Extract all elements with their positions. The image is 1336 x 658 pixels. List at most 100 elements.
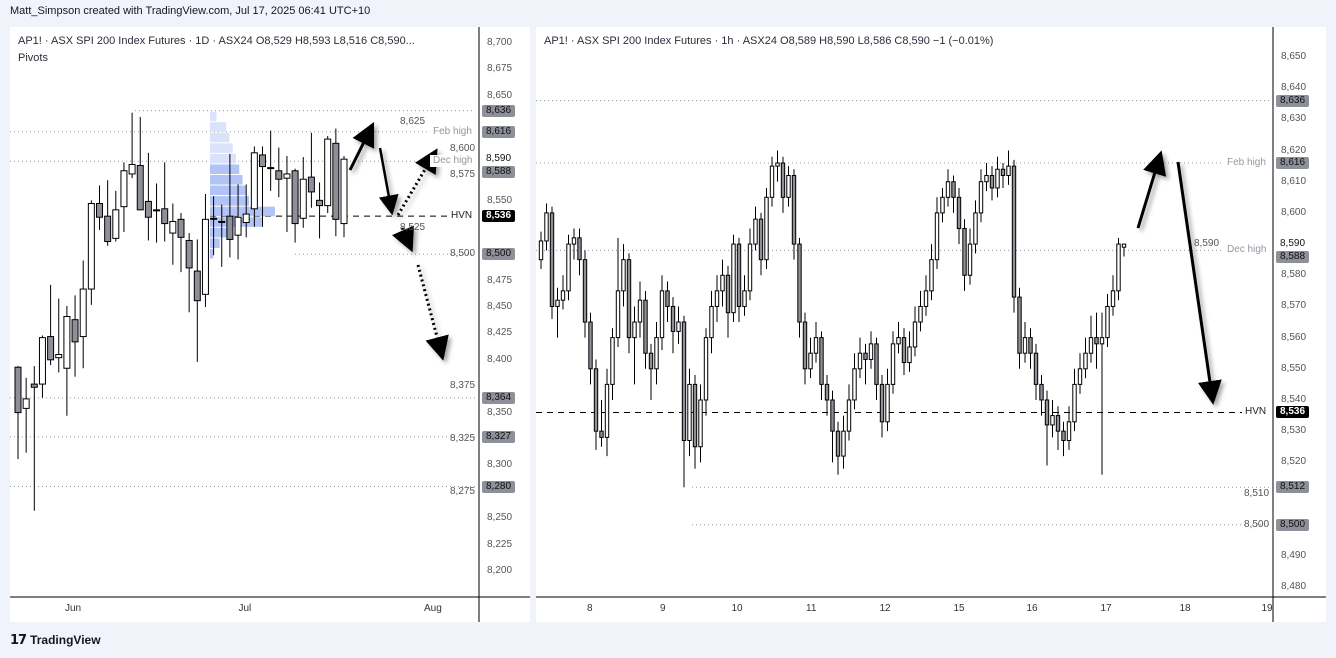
candle <box>307 132 315 208</box>
price-axis-tick: 8,425 <box>487 327 513 339</box>
candle <box>324 135 332 214</box>
candle-body <box>863 352 868 360</box>
candle-body <box>1066 421 1072 442</box>
hourly-symbol-info: AP1! · ASX SPI 200 Index Futures · 1h · … <box>544 35 994 47</box>
candle-body <box>30 383 38 388</box>
candle-body <box>945 181 951 198</box>
candle-body <box>22 398 30 409</box>
candle-body <box>593 368 599 432</box>
candle <box>226 153 234 258</box>
candle <box>604 368 610 457</box>
candle-body <box>599 430 604 438</box>
price-axis-tick: 8,350 <box>487 406 513 418</box>
price-level-label: Feb high <box>1224 157 1269 169</box>
candle <box>1011 159 1017 313</box>
candle <box>201 194 209 307</box>
candle <box>703 328 709 416</box>
drawn-arrow-down-hourly <box>1176 161 1222 405</box>
candle-body <box>1116 243 1121 292</box>
candle <box>582 250 588 338</box>
candle-body <box>1050 415 1055 426</box>
candle-body <box>1000 168 1006 176</box>
candle <box>210 196 218 256</box>
candle <box>742 275 747 316</box>
price-axis-tick: 8,610 <box>1281 175 1307 187</box>
candle <box>923 275 929 316</box>
price-axis-tick: 8,530 <box>1281 425 1307 437</box>
candle-body <box>283 173 291 179</box>
candle-body <box>1099 337 1105 345</box>
candle-body <box>698 399 703 448</box>
candle-body <box>890 343 896 385</box>
drawn-dotted-arrow-down <box>416 264 449 361</box>
candle <box>626 253 632 354</box>
candle <box>775 150 780 182</box>
candle-body <box>588 321 593 370</box>
price-axis-tick: 8,475 <box>487 274 513 286</box>
candle <box>802 312 808 385</box>
candle <box>791 169 797 260</box>
candle <box>934 197 940 270</box>
candle-body <box>1006 165 1011 176</box>
candle <box>161 162 169 242</box>
candle-body <box>549 212 555 307</box>
candle <box>918 290 923 332</box>
price-axis-tick: 8,520 <box>1281 456 1307 468</box>
candle <box>907 331 912 372</box>
candle <box>648 343 654 400</box>
price-axis-tick: 8,500 <box>1244 518 1270 530</box>
candle-body <box>144 200 152 218</box>
candle <box>1121 243 1127 257</box>
price-axis-tick: 8,540 <box>1281 393 1307 405</box>
candle-body <box>340 158 348 225</box>
drawn-arrow-up-hourly <box>1136 150 1167 229</box>
candle-body <box>193 270 201 302</box>
tradingview-logo-icon: 𝟭𝟳 <box>10 632 27 647</box>
candle <box>250 146 258 227</box>
candle <box>835 421 841 475</box>
candle <box>676 306 681 344</box>
candle-body <box>571 237 577 245</box>
last-price-label: 8,590 <box>482 153 516 166</box>
candle <box>940 187 945 223</box>
candle-body <box>824 383 830 401</box>
footer-brand: TradingView <box>30 633 101 647</box>
candle-body <box>929 259 934 292</box>
price-level-tag: 8,536 <box>1276 406 1310 419</box>
candle-body <box>104 215 112 243</box>
time-axis-tick: Aug <box>424 603 442 614</box>
candle <box>1050 399 1055 438</box>
candle-body <box>879 383 885 423</box>
candle <box>340 155 348 238</box>
price-axis-tick: 8,600 <box>1281 206 1307 218</box>
candle <box>747 228 753 301</box>
price-axis-tick: 8,300 <box>487 459 513 471</box>
candle-body <box>978 181 984 214</box>
candle-body <box>538 240 544 261</box>
price-axis-tick: 8,575 <box>450 169 476 180</box>
candle-body <box>185 239 193 269</box>
candle-body <box>709 305 714 339</box>
candle <box>112 190 120 242</box>
candle-body <box>819 337 824 385</box>
pivots-indicator-label[interactable]: Pivots <box>18 52 48 64</box>
candle-body <box>610 337 615 385</box>
candle-body <box>267 167 275 170</box>
candle-body <box>201 218 209 295</box>
candle-body <box>962 227 967 276</box>
candle <box>868 331 874 369</box>
candle <box>79 260 87 369</box>
candle-body <box>918 305 923 323</box>
time-axis-tick: 10 <box>731 603 743 614</box>
candle <box>824 375 830 416</box>
candle <box>1033 343 1039 400</box>
hourly-chart-panel[interactable]: AP1! · ASX SPI 200 Index Futures · 1h · … <box>536 27 1326 622</box>
volume-profile-bar <box>210 227 230 238</box>
candle-body <box>967 243 973 276</box>
time-axis-tick: 18 <box>1179 603 1191 614</box>
volume-profile-bar <box>210 111 217 122</box>
candle <box>169 203 177 265</box>
candle-body <box>846 399 852 432</box>
price-axis-tick: 8,525 <box>400 221 426 233</box>
price-axis-tick: 8,490 <box>1281 549 1307 561</box>
